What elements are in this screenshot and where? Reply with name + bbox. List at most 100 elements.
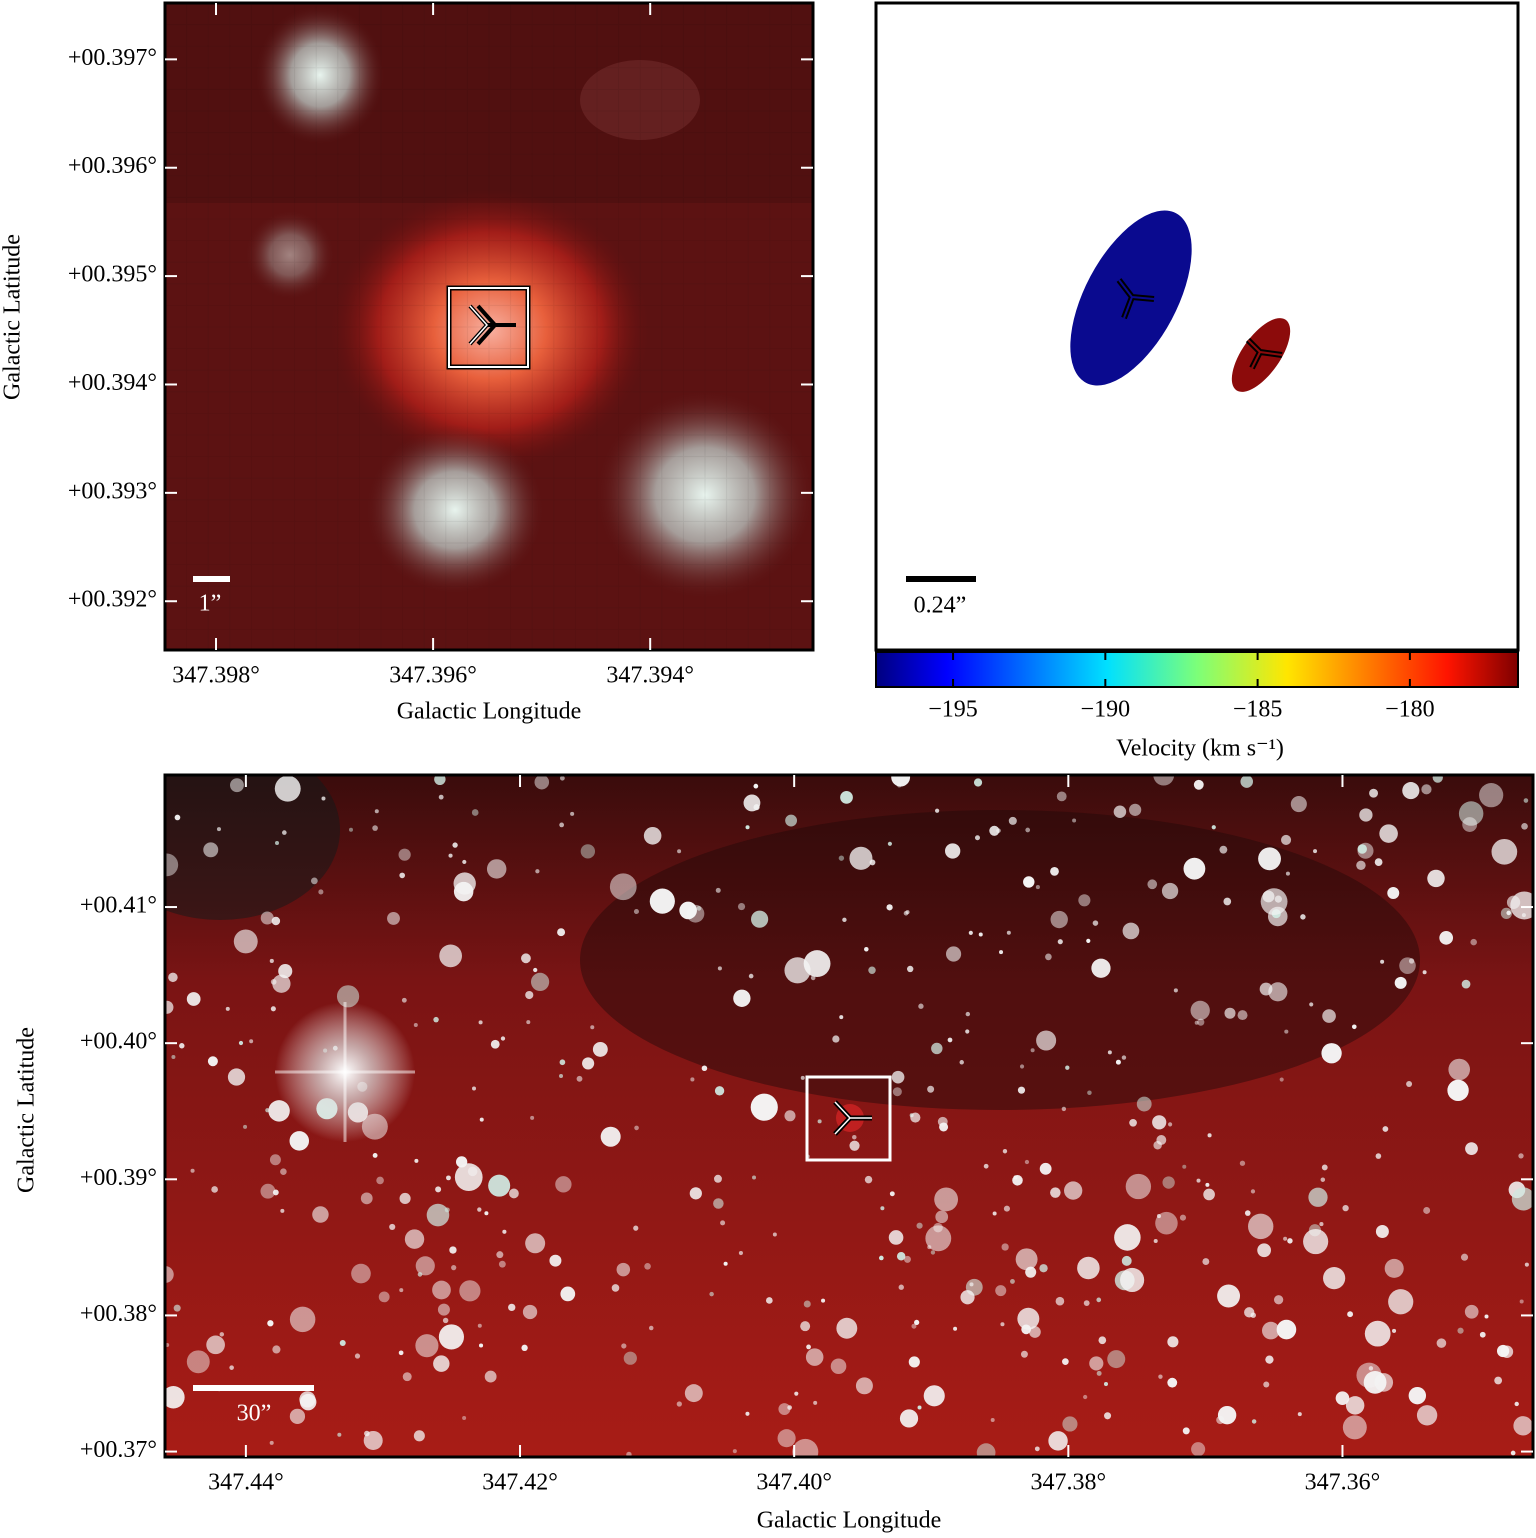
star xyxy=(1125,1173,1152,1200)
star xyxy=(282,830,287,835)
star xyxy=(1086,938,1091,944)
star xyxy=(1356,1362,1382,1388)
star xyxy=(1461,979,1471,989)
star xyxy=(1464,1304,1479,1319)
star xyxy=(1262,1321,1280,1340)
y-tick-label: +00.37° xyxy=(80,1437,157,1463)
star xyxy=(260,1183,276,1199)
star xyxy=(1479,783,1504,808)
star xyxy=(174,814,181,821)
star xyxy=(168,972,178,983)
star xyxy=(1153,1141,1162,1150)
star xyxy=(1122,922,1140,940)
y-tick-label: +00.397° xyxy=(68,45,157,71)
star xyxy=(864,946,869,952)
star xyxy=(576,1075,583,1082)
star xyxy=(733,989,751,1007)
star xyxy=(887,841,892,846)
star xyxy=(1078,894,1091,907)
star xyxy=(1268,982,1288,1002)
star xyxy=(1019,1064,1025,1069)
star xyxy=(1129,803,1142,816)
star xyxy=(633,1225,639,1231)
star xyxy=(1211,825,1216,830)
star xyxy=(1399,957,1416,974)
star xyxy=(207,1056,218,1067)
star xyxy=(280,1208,285,1213)
star xyxy=(1034,1446,1040,1452)
star xyxy=(896,1252,906,1261)
star xyxy=(1287,1238,1293,1244)
star xyxy=(794,1391,799,1396)
star xyxy=(318,889,324,895)
star xyxy=(1470,938,1477,946)
star xyxy=(1017,1307,1040,1330)
star xyxy=(471,809,479,816)
star xyxy=(852,1134,857,1140)
star xyxy=(600,1126,621,1147)
star xyxy=(838,855,845,861)
star xyxy=(745,1411,750,1416)
star xyxy=(398,848,411,861)
x-tick-label: 347.40° xyxy=(756,1470,832,1496)
y-tick-label: +00.394° xyxy=(68,370,157,396)
star xyxy=(696,906,702,911)
star xyxy=(1010,1278,1015,1284)
star xyxy=(1388,1289,1414,1315)
star xyxy=(225,1006,230,1011)
star xyxy=(1479,1331,1486,1338)
star xyxy=(1173,988,1178,993)
star xyxy=(459,1280,481,1302)
star xyxy=(1320,1177,1326,1182)
star xyxy=(959,1060,964,1065)
star xyxy=(269,1440,274,1445)
star xyxy=(387,911,400,925)
x-tick-label: 347.36° xyxy=(1305,1470,1381,1496)
y-axis-label: Galactic Latitude xyxy=(0,234,26,400)
star xyxy=(1224,1007,1236,1019)
star xyxy=(1514,1401,1519,1407)
star xyxy=(713,1198,724,1209)
star xyxy=(945,843,961,859)
star xyxy=(360,1192,373,1205)
star xyxy=(1029,1326,1041,1338)
star xyxy=(1484,1314,1489,1319)
star xyxy=(1203,1188,1215,1201)
star xyxy=(785,814,798,827)
star xyxy=(1083,1300,1090,1307)
star xyxy=(372,1153,378,1158)
star xyxy=(953,1326,958,1331)
star xyxy=(203,842,219,858)
star xyxy=(426,1203,450,1227)
star xyxy=(490,1039,500,1049)
star xyxy=(803,1300,811,1308)
star xyxy=(446,1175,451,1181)
colorbar-tick-label: −180 xyxy=(1385,697,1435,723)
star xyxy=(1323,1267,1346,1290)
x-tick-label: 347.394° xyxy=(606,663,694,689)
star xyxy=(165,1385,185,1409)
star xyxy=(832,1035,840,1043)
star xyxy=(437,1303,450,1316)
star xyxy=(378,1291,390,1303)
star xyxy=(748,973,754,979)
star xyxy=(1223,897,1232,906)
star xyxy=(1136,1096,1152,1112)
star xyxy=(792,1438,819,1457)
star xyxy=(1523,798,1529,803)
star xyxy=(623,1351,637,1365)
star xyxy=(933,1222,943,1233)
star xyxy=(1096,1297,1102,1303)
star xyxy=(611,1284,620,1292)
star xyxy=(1161,882,1179,900)
star xyxy=(1421,784,1432,795)
star xyxy=(171,1054,176,1059)
star xyxy=(454,1163,483,1192)
star xyxy=(1072,818,1077,823)
star xyxy=(965,1029,970,1034)
star xyxy=(1006,930,1011,935)
star xyxy=(1374,858,1383,866)
x-tick-label: 347.398° xyxy=(172,663,260,689)
star xyxy=(888,1230,904,1245)
star xyxy=(555,1176,572,1193)
